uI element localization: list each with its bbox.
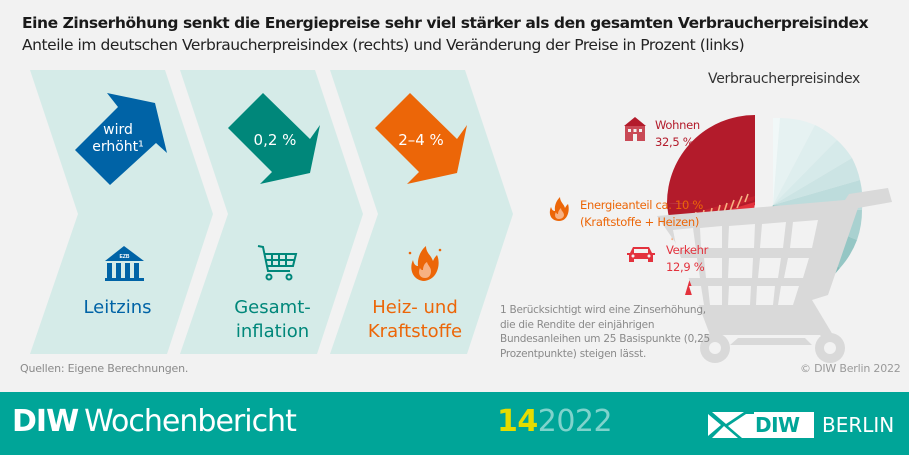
stage-label-leitzins: Leitzins	[83, 297, 152, 318]
car-icon	[627, 247, 655, 262]
legend-wohnen: Wohnen 32,5 %	[655, 118, 700, 149]
arrow-label-heizstoffe: 2–4 %	[398, 131, 444, 149]
svg-text:EZB: EZB	[120, 254, 130, 260]
arrow-down-icon	[375, 93, 467, 184]
arrow-label-gesamtinflation: 0,2 %	[253, 131, 297, 149]
sources-note: Quellen: Eigene Berechnungen.	[20, 362, 189, 375]
house-icon	[624, 117, 646, 141]
arrow-up-icon	[75, 93, 167, 185]
diw-logo-mark-icon	[708, 412, 754, 438]
flame-icon	[408, 246, 442, 281]
chart-subtitle: Anteile im deutschen Verbraucherpreisind…	[22, 36, 745, 54]
bank-building-icon: EZB	[105, 246, 144, 281]
chevron-heizstoffe	[330, 70, 513, 354]
copyright: © DIW Berlin 2022	[800, 362, 901, 375]
pie-title: Verbraucherpreisindex	[708, 71, 861, 87]
arrow-label-leitzins: wird erhöht¹	[92, 122, 144, 155]
stage-label-heizstoffe: Heiz- und Kraftstoffe	[367, 297, 463, 342]
arrow-down-icon	[228, 93, 320, 184]
legend-energieanteil: Energieanteil ca. 10 % (Kraftstoffe + He…	[580, 198, 703, 229]
footnote: 1 Berücksichtigt wird eine Zinserhöhung,…	[500, 304, 710, 360]
chevron-gesamtinflation	[180, 70, 363, 354]
publication-title: DIW Wochenbericht	[12, 404, 297, 439]
chevron-leitzins	[30, 70, 213, 354]
flow-chevrons: EZB	[30, 70, 513, 354]
chart-title: Eine Zinserhöhung senkt die Energiepreis…	[22, 14, 869, 32]
pie-chart	[657, 115, 892, 363]
shopping-cart-icon	[257, 245, 298, 281]
flame-icon	[549, 197, 569, 221]
stage-label-gesamtinflation: Gesamt- inflation	[234, 297, 311, 342]
issue-label: 142022	[497, 404, 613, 439]
legend-verkehr: Verkehr 12,9 %	[666, 243, 709, 274]
